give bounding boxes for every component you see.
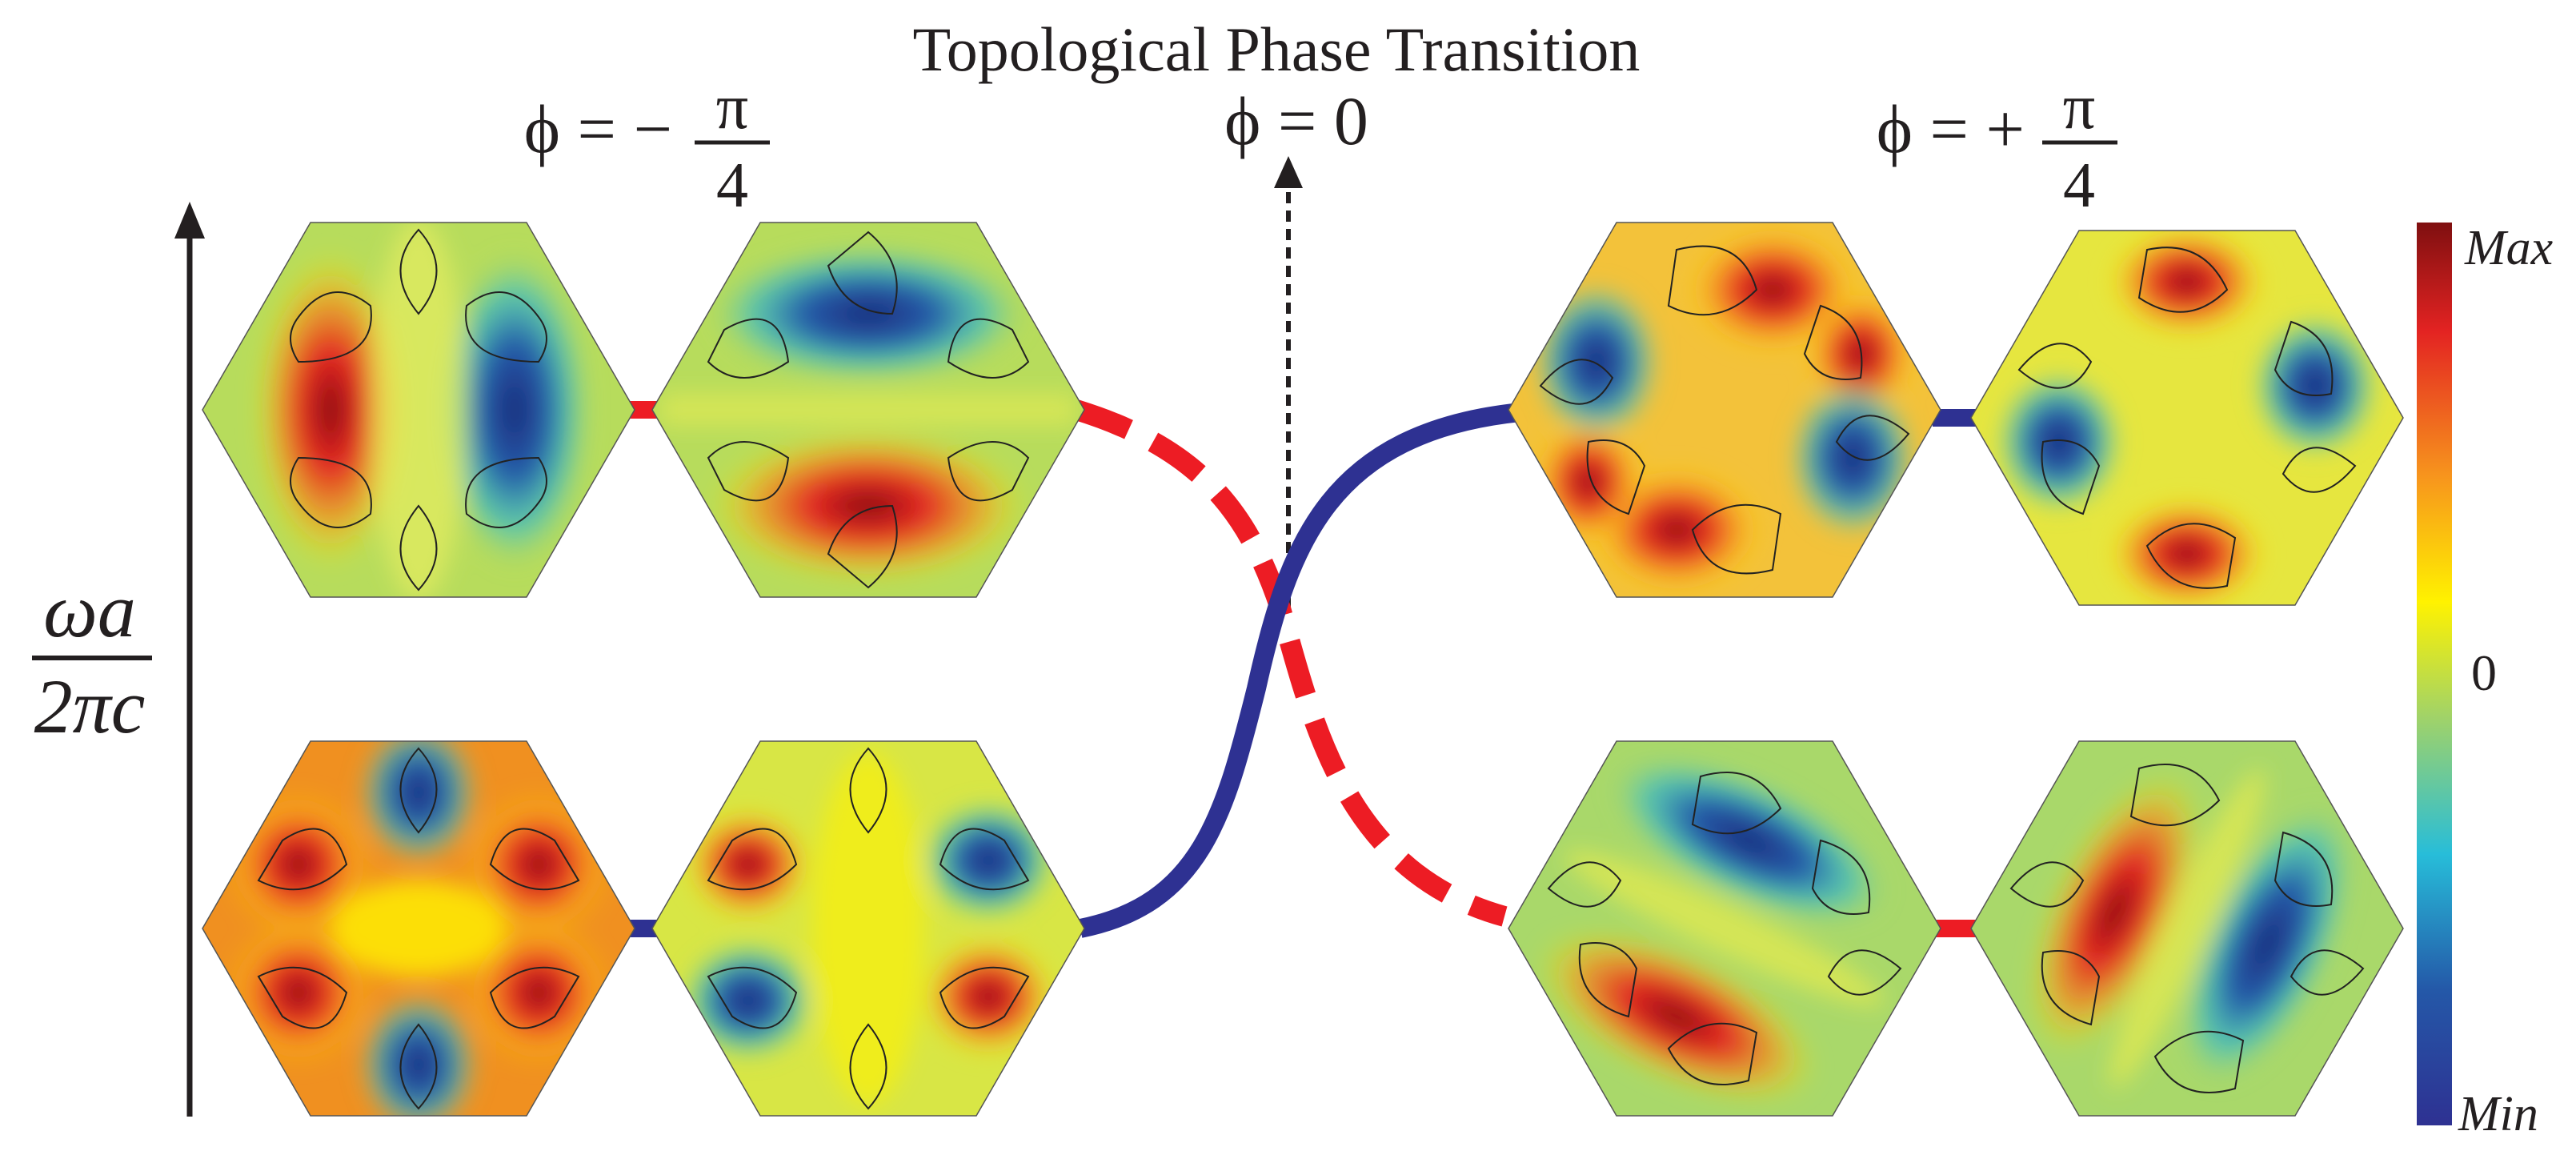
field-map-right-bottom-b xyxy=(1970,740,2404,1117)
frequency-axis xyxy=(174,202,205,1117)
field-map-right-top-a xyxy=(1508,222,1941,598)
field-map-right-top-b xyxy=(1970,230,2404,606)
phi-label-center: ϕ = 0 xyxy=(1224,82,1368,159)
field-map-left-bottom-b xyxy=(651,740,1085,1117)
phi-right-denominator: 4 xyxy=(2063,150,2095,221)
colorbar-gradient xyxy=(2417,223,2452,1125)
phi-right-prefix: ϕ = + xyxy=(1877,90,2025,167)
y-axis-label: ωa 2πc xyxy=(32,567,152,749)
colorbar: Max 0 Min xyxy=(2417,221,2554,1141)
figure-title: Topological Phase Transition xyxy=(913,14,1641,84)
y-axis-denominator: 2πc xyxy=(34,664,146,749)
colorbar-min-label: Min xyxy=(2458,1087,2538,1141)
phi-left-denominator: 4 xyxy=(716,150,748,221)
phi-label-right: ϕ = + π 4 xyxy=(1877,72,2117,221)
phi-left-numerator: π xyxy=(716,72,748,142)
field-map-left-top-b xyxy=(651,222,1085,598)
field-map-left-top-a xyxy=(202,222,635,598)
phi-label-left: ϕ = − π 4 xyxy=(524,72,770,221)
colorbar-mid-label: 0 xyxy=(2471,644,2497,701)
field-map-left-bottom-a xyxy=(202,740,635,1117)
red-band-dashed xyxy=(1073,399,1508,927)
phi-left-prefix: ϕ = − xyxy=(524,90,672,167)
y-axis-numerator: ωa xyxy=(43,567,136,653)
blue-band-solid xyxy=(1078,403,1522,938)
field-map-right-bottom-a xyxy=(1508,740,1941,1117)
phi-right-numerator: π xyxy=(2063,72,2095,142)
phase-transition-marker xyxy=(1274,156,1303,608)
colorbar-max-label: Max xyxy=(2464,221,2554,275)
